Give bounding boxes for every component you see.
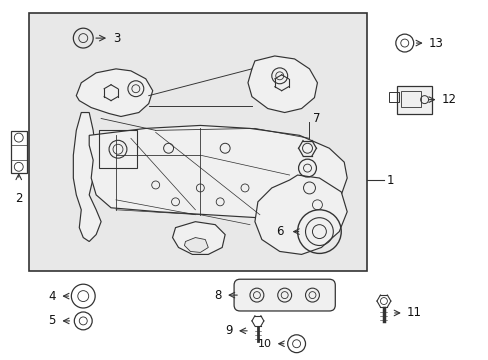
- Bar: [99, 130, 137, 168]
- Polygon shape: [73, 113, 101, 242]
- Text: 9: 9: [225, 324, 233, 337]
- Polygon shape: [184, 238, 208, 252]
- Polygon shape: [172, 222, 224, 255]
- Bar: [29, 13, 366, 271]
- Polygon shape: [76, 69, 152, 117]
- Bar: [11, 131, 27, 173]
- Text: 7: 7: [313, 112, 320, 125]
- Text: 1: 1: [386, 174, 394, 186]
- Polygon shape: [247, 56, 317, 113]
- Text: 6: 6: [276, 225, 283, 238]
- Bar: [396, 86, 431, 113]
- Bar: [388, 92, 398, 102]
- FancyBboxPatch shape: [234, 279, 335, 311]
- Text: 10: 10: [257, 339, 271, 349]
- Text: 12: 12: [441, 93, 455, 106]
- Text: 13: 13: [427, 37, 443, 50]
- Text: 2: 2: [15, 192, 22, 205]
- Text: 3: 3: [113, 32, 120, 45]
- Polygon shape: [89, 125, 346, 218]
- Bar: [400, 91, 420, 107]
- Text: 8: 8: [213, 289, 221, 302]
- Text: 5: 5: [48, 314, 55, 327]
- Text: 4: 4: [48, 289, 55, 303]
- Text: 11: 11: [406, 306, 421, 319]
- Polygon shape: [254, 175, 346, 255]
